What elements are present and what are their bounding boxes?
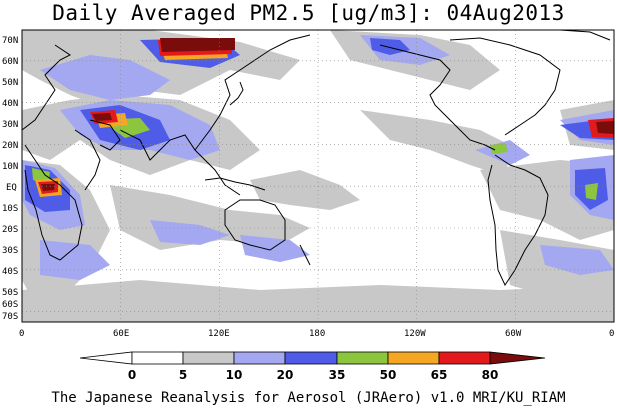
colorbar — [79, 351, 546, 365]
footer-credit: The Japanese Reanalysis for Aerosol (JRA… — [51, 390, 566, 406]
colorbar-bin-0-5 — [131, 351, 184, 365]
colorbar-bin-65-80 — [438, 351, 491, 365]
colorbar-bin-10-20 — [233, 351, 286, 365]
lat-label-70n: 70N — [2, 36, 18, 46]
colorbar-bin-5-10 — [182, 351, 235, 365]
lat-label-30s: 30S — [2, 246, 18, 256]
colorbar-upper-arrow — [489, 351, 546, 365]
lon-label-120w: 120W — [404, 329, 426, 339]
lon-label-180: 180 — [309, 329, 325, 339]
coastlines — [22, 30, 611, 287]
lon-label-0-left: 0 — [19, 329, 24, 339]
colorbar-label-5: 5 — [179, 368, 187, 382]
lon-label-60w: 60W — [505, 329, 522, 339]
lon-label-0-right: 0 — [609, 329, 614, 339]
lat-label-40s: 40S — [2, 267, 18, 277]
lon-label-60e: 60E — [113, 329, 129, 339]
lat-label-10n: 10N — [2, 162, 18, 172]
colorbar-label-10: 10 — [226, 368, 243, 382]
lat-label-20n: 20N — [2, 141, 18, 151]
colorbar-bin-20-35 — [284, 351, 338, 365]
colorbar-bin-35-50 — [336, 351, 389, 365]
latitude-labels: 70N 60N 50N 40N 30N 20N 10N EQ 10S 20S 3… — [2, 36, 18, 322]
lat-label-50s: 50S — [2, 288, 18, 298]
lat-label-eq: EQ — [6, 183, 17, 193]
colorbar-lower-arrow — [79, 351, 133, 365]
lat-label-60n: 60N — [2, 57, 18, 67]
colorbar-labels: 0 5 10 20 35 50 65 80 — [128, 368, 499, 382]
lon-label-120e: 120E — [208, 329, 230, 339]
lat-label-40n: 40N — [2, 99, 18, 109]
colorbar-bin-50-65 — [387, 351, 440, 365]
lat-label-60s: 60S — [2, 300, 18, 310]
lat-label-30n: 30N — [2, 120, 18, 130]
lat-label-50n: 50N — [2, 78, 18, 88]
colorbar-label-80: 80 — [482, 368, 499, 382]
lat-label-10s: 10S — [2, 204, 18, 214]
colorbar-label-20: 20 — [277, 368, 294, 382]
colorbar-label-0: 0 — [128, 368, 136, 382]
darkred-field-layer — [41, 38, 614, 191]
longitude-labels: 0 60E 120E 180 120W 60W 0 — [19, 329, 614, 339]
map-frame — [21, 29, 615, 323]
gridlines — [22, 30, 614, 322]
colorbar-label-35: 35 — [329, 368, 346, 382]
colorbar-label-50: 50 — [380, 368, 397, 382]
colorbar-label-65: 65 — [431, 368, 448, 382]
map-title: Daily Averaged PM2.5 [ug/m3]: 04Aug2013 — [52, 1, 565, 25]
lat-label-20s: 20S — [2, 225, 18, 235]
lat-label-70s: 70S — [2, 312, 18, 322]
